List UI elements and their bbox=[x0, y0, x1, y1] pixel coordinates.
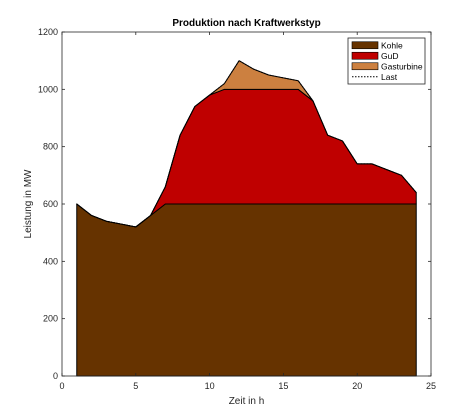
series-layer bbox=[76, 59, 417, 377]
x-tick-label: 5 bbox=[133, 381, 138, 391]
legend-label-last: Last bbox=[381, 72, 398, 82]
x-tick-label: 20 bbox=[352, 381, 362, 391]
y-tick-label: 400 bbox=[43, 256, 58, 266]
legend-swatch-kohle bbox=[351, 41, 379, 50]
legend-swatch-gud bbox=[351, 51, 379, 60]
axis-layer: 0 5 10 15 20 25 0 200 400 600 800 1000 1200 bbox=[38, 27, 436, 391]
y-tick-label: 1200 bbox=[38, 27, 58, 37]
legend-swatch-gasturbine bbox=[351, 62, 379, 71]
y-tick-label: 200 bbox=[43, 314, 58, 324]
x-tick-label: 25 bbox=[426, 381, 436, 391]
legend-label-gud: GuD bbox=[381, 51, 398, 61]
y-tick-label: 800 bbox=[43, 142, 58, 152]
x-tick-label: 0 bbox=[59, 381, 64, 391]
y-tick-label: 600 bbox=[43, 199, 58, 209]
legend-label-gasturbine: Gasturbine bbox=[381, 61, 423, 71]
x-axis-label: Zeit in h bbox=[229, 396, 265, 407]
y-tick-label: 1000 bbox=[38, 84, 58, 94]
y-tick-label: 0 bbox=[53, 371, 58, 381]
series-area-gasturbine bbox=[76, 60, 417, 228]
chart-title: Produktion nach Kraftwerkstyp bbox=[172, 18, 320, 29]
x-tick-label: 10 bbox=[205, 381, 215, 391]
y-axis-label: Leistung in MW bbox=[23, 169, 34, 238]
x-tick-label: 15 bbox=[278, 381, 288, 391]
legend-label-kohle: Kohle bbox=[381, 40, 403, 50]
series-area-kohle bbox=[76, 203, 417, 377]
